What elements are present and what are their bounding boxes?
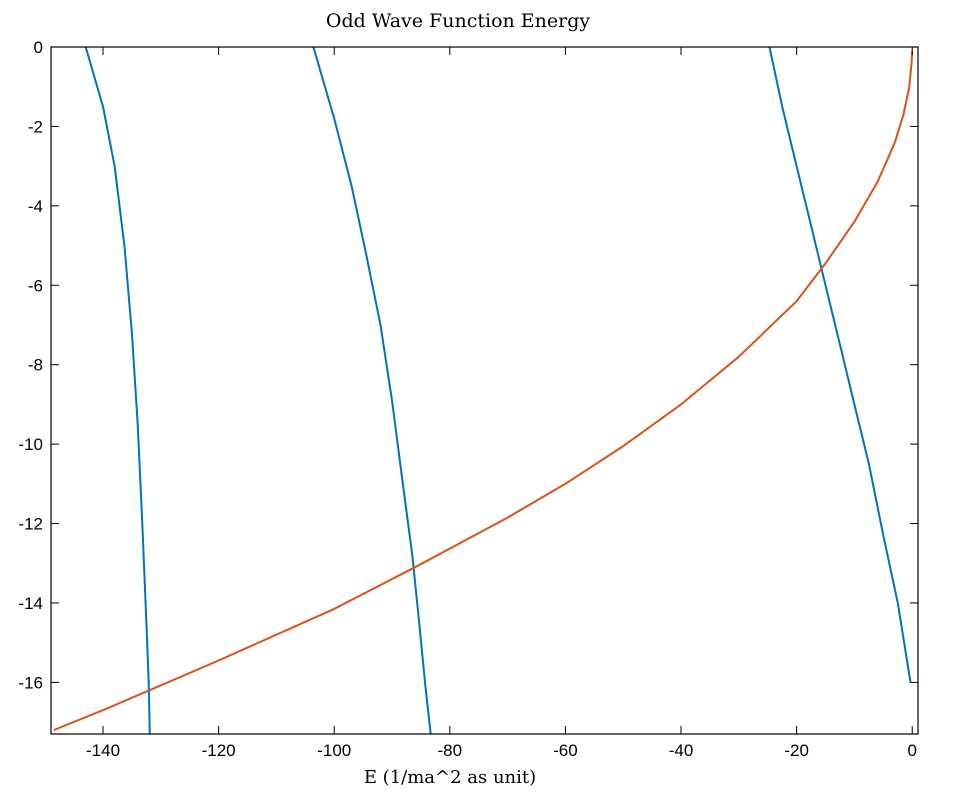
series-line-4: [53, 50, 914, 731]
x-tick-label: -140: [86, 741, 120, 760]
x-tick-label: -20: [784, 741, 809, 760]
y-tick-label: -10: [18, 435, 43, 454]
x-tick-label: -80: [438, 741, 463, 760]
series-line-2: [312, 47, 432, 734]
y-tick-label: -6: [28, 276, 43, 295]
x-tick-label: 0: [907, 741, 916, 760]
y-tick-label: -2: [28, 117, 43, 136]
x-tick-label: -120: [202, 741, 236, 760]
y-tick-label: -14: [18, 594, 43, 613]
y-tick-label: -16: [18, 673, 43, 692]
y-tick-label: -8: [28, 356, 43, 375]
x-tick-label: -100: [317, 741, 351, 760]
x-axis-label: E (1/ma^2 as unit): [364, 767, 536, 788]
y-tick-label: 0: [34, 38, 43, 57]
x-tick-label: -40: [669, 741, 694, 760]
series-line-3: [768, 47, 912, 683]
series-line-1: [84, 47, 151, 734]
y-tick-label: -4: [28, 197, 43, 216]
series-layer: [53, 47, 914, 734]
y-tick-label: -12: [18, 515, 43, 534]
ticks-layer: -140 -120 -100 -80 -60 -40 -20 0 0 -2 -4 -6 -8 -10 -12…: [18, 38, 918, 760]
plot-area-frame: [50, 46, 919, 735]
x-tick-label: -60: [553, 741, 578, 760]
chart-title: Odd Wave Function Energy: [326, 10, 590, 32]
